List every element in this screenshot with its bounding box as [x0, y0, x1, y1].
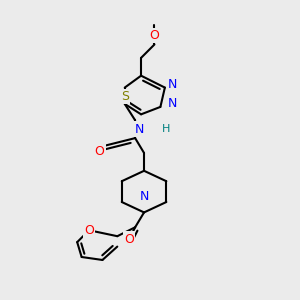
Text: N: N [135, 123, 144, 136]
Text: H: H [162, 124, 170, 134]
Text: N: N [140, 190, 149, 202]
Text: S: S [121, 90, 129, 103]
Text: O: O [149, 29, 159, 42]
Text: N: N [168, 98, 177, 110]
Text: O: O [124, 233, 134, 246]
Text: O: O [84, 224, 94, 237]
Text: O: O [94, 145, 104, 158]
Text: N: N [168, 78, 177, 91]
